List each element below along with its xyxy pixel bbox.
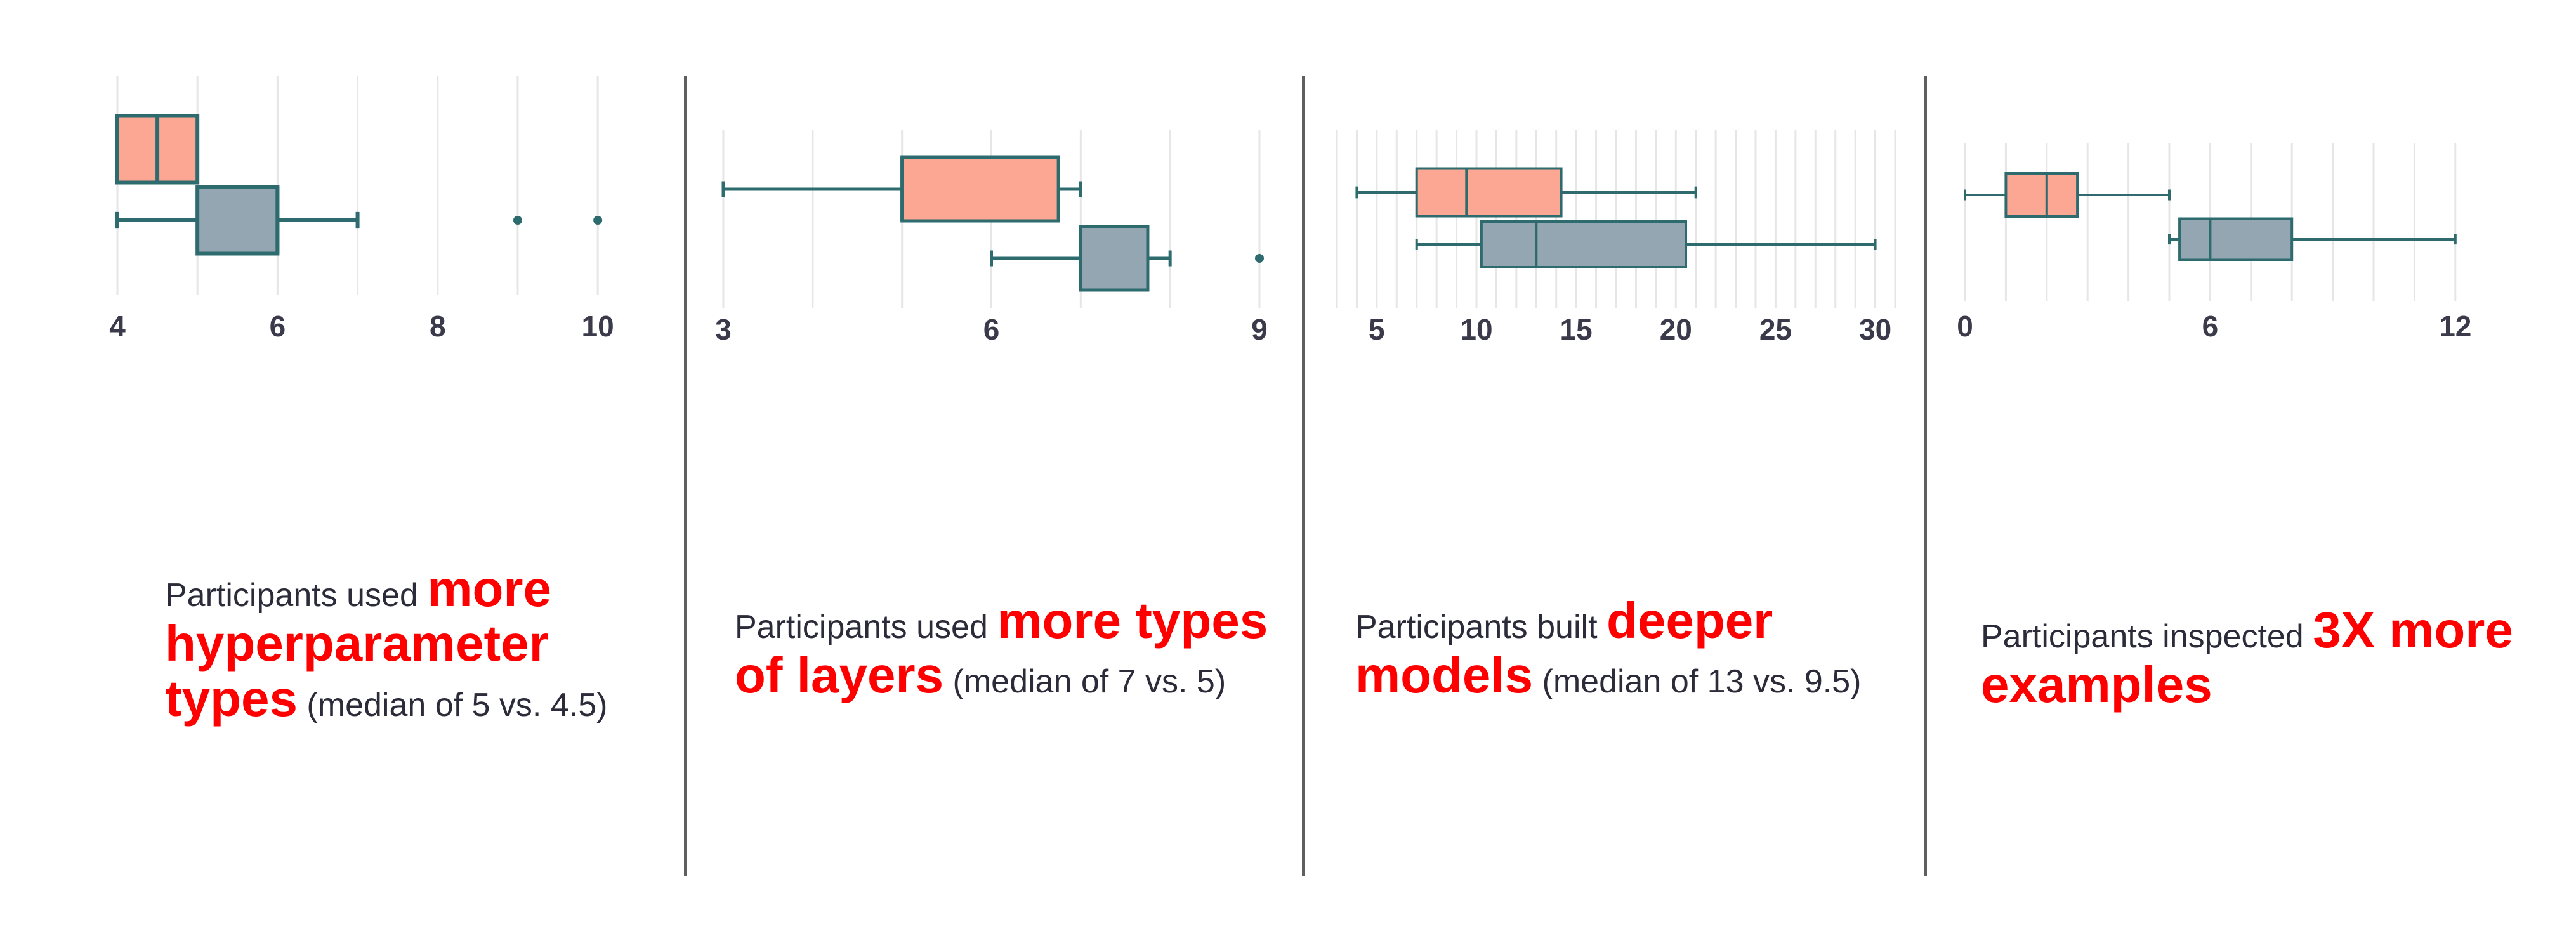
x-tick-label: 4: [109, 310, 126, 343]
treatment-outlier: [513, 216, 522, 225]
x-tick-label: 9: [1251, 313, 1268, 346]
caption-2-lead: Participants used: [735, 609, 997, 645]
treatment-outlier: [1255, 254, 1264, 263]
caption-2-detail: (median of 7 vs. 5): [943, 663, 1226, 701]
caption-1-lead: Participants used: [165, 577, 428, 614]
x-tick-label: 5: [1369, 313, 1385, 346]
caption-3-detail: (median of 13 vs. 9.5): [1533, 663, 1862, 701]
x-tick-label: 30: [1859, 313, 1891, 346]
panel-divider-1: [684, 76, 687, 876]
caption-hyperparameter: Participants used more hyperparameter ty…: [165, 560, 660, 727]
treatment-outlier: [593, 216, 603, 225]
caption-examples: Participants inspected 3X more examples: [1981, 602, 2539, 713]
treatment-box: [1079, 225, 1150, 292]
x-tick-label: 10: [1460, 313, 1492, 346]
x-tick-label: 3: [715, 313, 732, 346]
caption-1-highlight: more hyperparameter types: [165, 560, 551, 727]
caption-4-highlight: 3X more examples: [1981, 602, 2513, 713]
x-tick-label: 12: [2439, 310, 2471, 343]
caption-depth: Participants built deeper models (median…: [1355, 593, 1901, 703]
x-tick-label: 20: [1660, 313, 1692, 346]
caption-3-lead: Participants built: [1355, 609, 1607, 645]
x-tick-label: 0: [1957, 310, 1973, 343]
caption-layers: Participants used more types of layers (…: [735, 593, 1280, 703]
panel-divider-3: [1924, 76, 1927, 876]
caption-4-lead: Participants inspected: [1981, 618, 2313, 655]
x-tick-label: 6: [2202, 310, 2219, 343]
panel-divider-2: [1302, 76, 1305, 876]
baseline-box: [1415, 167, 1563, 218]
treatment-box: [2178, 217, 2294, 261]
x-tick-label: 6: [983, 313, 1000, 346]
caption-2-highlight: more types of layers: [735, 592, 1268, 704]
caption-1-detail: (median of 5 vs. 4.5): [297, 686, 608, 724]
caption-3-highlight: deeper models: [1355, 592, 1773, 704]
treatment-box: [1480, 220, 1688, 268]
x-tick-label: 10: [582, 310, 614, 343]
treatment-box: [195, 185, 280, 256]
x-tick-label: 8: [430, 310, 446, 343]
x-tick-label: 25: [1759, 313, 1792, 346]
baseline-box: [900, 156, 1060, 223]
x-tick-label: 15: [1560, 313, 1593, 346]
baseline-box: [2004, 172, 2079, 218]
x-tick-label: 6: [270, 310, 286, 343]
